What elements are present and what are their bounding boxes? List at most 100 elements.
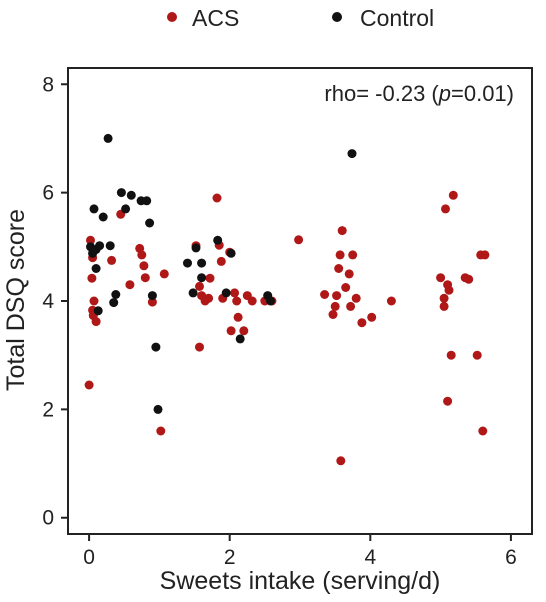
point-acs — [139, 261, 149, 271]
point-acs — [147, 297, 157, 307]
point-acs — [86, 235, 95, 245]
point-acs — [216, 256, 226, 266]
point-control — [147, 291, 157, 301]
point-acs — [446, 350, 456, 360]
point-acs — [335, 250, 345, 260]
point-acs — [443, 396, 453, 406]
point-acs — [351, 293, 361, 303]
point-acs — [140, 273, 150, 283]
legend-label-control: Control — [360, 5, 434, 31]
point-acs — [480, 250, 490, 260]
point-acs — [226, 326, 236, 336]
point-acs — [125, 280, 135, 290]
data-points — [84, 133, 490, 466]
point-acs — [84, 380, 94, 390]
point-acs — [212, 193, 222, 203]
point-control — [226, 248, 236, 258]
point-acs — [478, 426, 488, 436]
point-acs — [204, 293, 214, 303]
point-control — [347, 149, 357, 159]
point-acs — [357, 318, 367, 328]
point-control — [145, 218, 155, 228]
point-control — [197, 273, 207, 283]
legend: ACS Control — [167, 5, 434, 31]
y-tick-label: 0 — [42, 507, 54, 530]
point-acs — [444, 285, 454, 295]
point-acs — [348, 250, 358, 260]
point-acs — [87, 273, 97, 283]
point-control — [93, 306, 103, 316]
y-tick-label: 6 — [42, 182, 54, 205]
legend-label-acs: ACS — [192, 5, 239, 31]
point-control — [89, 204, 99, 214]
y-tick-label: 8 — [42, 73, 54, 96]
point-acs — [91, 317, 101, 327]
point-acs — [367, 312, 377, 322]
point-control — [213, 235, 223, 245]
point-acs — [346, 301, 356, 311]
plot-frame — [67, 67, 533, 535]
point-control — [109, 298, 119, 308]
point-control — [121, 204, 131, 214]
point-acs — [159, 269, 169, 279]
point-control — [183, 258, 192, 268]
point-control — [126, 190, 136, 200]
point-acs — [230, 288, 240, 298]
axis-ticks: 0 2 4 6 0 2 4 6 8 — [42, 73, 516, 569]
x-tick-label: 2 — [224, 546, 236, 569]
point-control — [197, 258, 207, 268]
point-acs — [320, 290, 330, 299]
point-acs — [334, 264, 344, 273]
point-acs — [195, 281, 204, 291]
point-acs — [239, 326, 249, 336]
point-acs — [328, 310, 338, 319]
point-control — [91, 264, 101, 273]
x-tick-label: 4 — [364, 546, 376, 569]
point-acs — [89, 296, 99, 306]
point-acs — [156, 426, 166, 436]
point-acs — [436, 273, 446, 283]
point-control — [142, 196, 152, 206]
point-acs — [464, 274, 474, 284]
point-control — [153, 404, 163, 414]
point-acs — [337, 226, 347, 236]
point-acs — [386, 296, 396, 306]
point-control — [266, 296, 275, 306]
point-acs — [107, 255, 117, 265]
point-control — [151, 342, 161, 352]
point-control — [103, 133, 113, 143]
point-control — [188, 288, 198, 298]
point-acs — [330, 301, 340, 311]
annotation-p-italic: p — [438, 81, 451, 106]
point-acs — [233, 312, 243, 322]
x-axis-label: Sweets intake (serving/d) — [160, 567, 441, 595]
y-tick-label: 2 — [42, 398, 54, 421]
point-acs — [439, 301, 449, 311]
point-control — [95, 241, 105, 251]
point-control — [105, 241, 115, 251]
point-control — [111, 290, 121, 299]
point-acs — [294, 235, 304, 245]
point-control — [98, 212, 108, 222]
point-acs — [205, 273, 215, 283]
point-acs — [332, 291, 342, 301]
point-control — [191, 243, 201, 253]
point-acs — [448, 190, 458, 200]
annotation-suffix: =0.01) — [451, 81, 514, 106]
annotation-prefix: rho= -0.23 ( — [324, 81, 439, 106]
x-tick-label: 6 — [505, 546, 517, 569]
point-acs — [247, 296, 257, 306]
legend-marker-control — [332, 12, 342, 22]
point-acs — [344, 269, 354, 279]
point-acs — [137, 250, 147, 260]
point-control — [221, 288, 231, 298]
point-control — [116, 188, 126, 198]
point-acs — [336, 456, 346, 466]
point-acs — [441, 204, 450, 214]
point-acs — [195, 342, 204, 352]
legend-marker-acs — [167, 12, 177, 22]
x-tick-label: 0 — [83, 546, 95, 569]
correlation-annotation: rho= -0.23 (p=0.01) — [324, 81, 514, 106]
point-acs — [232, 296, 242, 306]
